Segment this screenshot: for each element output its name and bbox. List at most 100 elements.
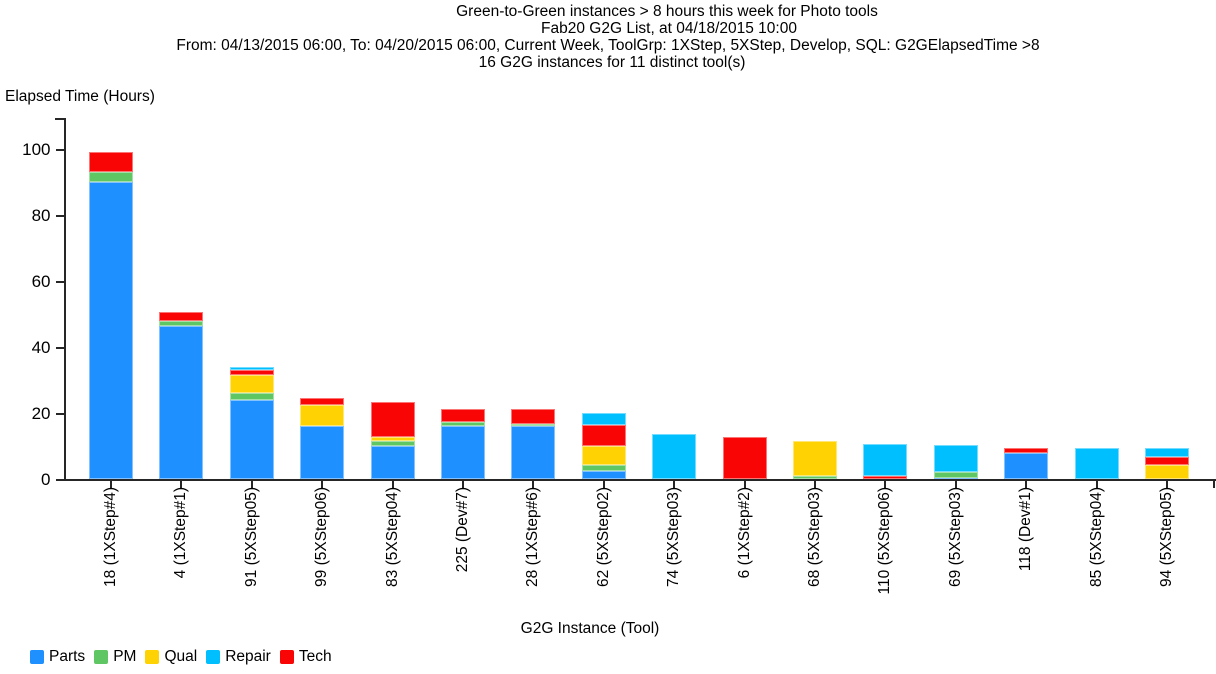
bar-segment-pm: [793, 475, 837, 479]
x-axis-category-label: 62 (5XStep02): [594, 487, 612, 587]
bar-segment-qual: [229, 375, 274, 394]
bar-segment-parts: [581, 470, 626, 479]
x-axis-category-label: 4 (1XStep#1): [172, 487, 190, 579]
y-axis-tick: [55, 281, 65, 283]
bar-segment-repair: [1145, 448, 1189, 457]
x-axis-tick: [180, 481, 183, 488]
bar-segment-parts: [229, 399, 274, 479]
bar-segment-parts: [933, 478, 978, 479]
x-axis-category-label: 99 (5XStep06): [313, 487, 331, 587]
bar-segment-tech: [441, 408, 485, 422]
y-axis-tick-label: 100: [22, 140, 51, 159]
legend-item-repair: Repair: [206, 648, 271, 666]
legend-swatch-icon: [279, 650, 294, 664]
bar-segment-repair: [229, 366, 274, 371]
x-axis-tick: [814, 481, 816, 488]
y-axis-tick-label: 60: [31, 272, 51, 291]
bar-segment-qual: [300, 404, 345, 427]
bar-segment-tech: [370, 402, 415, 437]
bar-segment-pm: [581, 465, 626, 471]
bar-segment-repair: [1074, 448, 1119, 479]
chart-summary-count: 16 G2G instances for 11 distinct tool(s): [478, 54, 746, 71]
x-axis-category-label: 85 (5XStep04): [1087, 487, 1105, 587]
x-axis-category-label: 118 (Dev#1): [1017, 487, 1035, 572]
bar-segment-tech: [863, 475, 908, 479]
chart-query-criteria: From: 04/13/2015 06:00, To: 04/20/2015 0…: [176, 37, 1040, 54]
bar-segment-tech: [1004, 447, 1049, 454]
x-axis-line: [56, 479, 1216, 481]
y-axis-tick: [55, 149, 65, 151]
y-axis-tick-label: 40: [31, 338, 51, 357]
legend-label: Qual: [164, 648, 198, 665]
bar-segment-qual: [1145, 465, 1189, 479]
bar-segment-parts: [89, 182, 133, 479]
x-axis-tick: [532, 481, 535, 488]
bar-segment-parts: [1004, 453, 1049, 479]
bar-segment-tech: [1145, 456, 1189, 466]
bar-segment-tech: [581, 425, 626, 446]
legend-item-parts: Parts: [30, 648, 85, 666]
y-axis-tick-label: 0: [41, 470, 51, 489]
x-axis-tick: [110, 481, 112, 488]
chart-title: Green-to-Green instances > 8 hours this …: [456, 3, 878, 20]
bar-segment-repair: [581, 413, 626, 426]
x-axis-category-label: 91 (5XStep05): [242, 487, 260, 587]
legend-label: Parts: [49, 648, 86, 665]
x-axis-category-label: 225 (Dev#7): [454, 487, 471, 573]
bar-segment-parts: [370, 446, 415, 479]
bar-segment-pm: [933, 472, 978, 478]
legend-label: PM: [113, 648, 137, 665]
legend-swatch-icon: [94, 650, 109, 664]
y-axis-tick: [55, 347, 65, 349]
x-axis-tick: [391, 481, 394, 488]
bar-segment-parts: [159, 325, 204, 479]
x-axis-category-label: 28 (1XStep#6): [524, 487, 542, 587]
x-axis-end-tick: [1213, 481, 1215, 488]
bar-segment-pm: [159, 320, 204, 326]
x-axis-tick: [1095, 481, 1098, 488]
y-axis-title: Elapsed Time (Hours): [5, 88, 155, 105]
x-axis-category-label: 94 (5XStep05): [1158, 487, 1175, 587]
bar-segment-parts: [441, 426, 485, 479]
bar-segment-pm: [89, 172, 133, 182]
bar-segment-qual: [370, 436, 415, 442]
bar-segment-tech: [159, 312, 204, 321]
legend-swatch-icon: [206, 650, 221, 664]
bar-segment-repair: [933, 445, 978, 473]
y-axis-end-tick: [54, 118, 65, 120]
bar-segment-pm: [370, 441, 415, 446]
bar-segment-pm: [229, 393, 274, 400]
x-axis-tick: [462, 481, 464, 488]
x-axis-tick: [673, 481, 676, 488]
x-axis-tick: [743, 481, 746, 488]
y-axis-line: [63, 118, 66, 481]
bar-segment-repair: [863, 444, 908, 476]
legend-swatch-icon: [145, 650, 160, 664]
x-axis-tick: [954, 481, 957, 488]
x-axis-category-label: 83 (5XStep04): [383, 487, 401, 587]
bar-segment-qual: [793, 441, 837, 476]
bar-segment-parts: [300, 426, 345, 479]
chart-legend: Parts PM Qual Repair Tech: [30, 648, 332, 666]
bar-segment-tech: [89, 152, 133, 173]
chart-subtitle: Fab20 G2G List, at 04/18/2015 10:00: [541, 20, 797, 37]
bar-segment-pm: [511, 423, 556, 427]
x-axis-tick: [884, 481, 887, 488]
x-axis-tick: [250, 481, 253, 488]
x-axis-category-label: 68 (5XStep03): [806, 487, 823, 587]
bar-segment-pm: [441, 421, 485, 427]
x-axis-tick: [321, 481, 324, 488]
x-axis-category-label: 74 (5XStep03): [665, 487, 683, 587]
legend-label: Repair: [225, 648, 271, 665]
y-axis-tick: [55, 215, 65, 217]
bar-segment-tech: [511, 409, 556, 424]
x-axis-title: G2G Instance (Tool): [520, 620, 660, 637]
y-axis-tick: [55, 413, 65, 415]
bar-segment-qual: [581, 446, 626, 466]
y-axis-tick: [55, 479, 65, 481]
legend-label: Tech: [298, 648, 332, 665]
bar-segment-repair: [652, 434, 697, 479]
bar-segment-tech: [229, 370, 274, 376]
x-axis-category-label: 6 (1XStep#2): [735, 487, 753, 579]
